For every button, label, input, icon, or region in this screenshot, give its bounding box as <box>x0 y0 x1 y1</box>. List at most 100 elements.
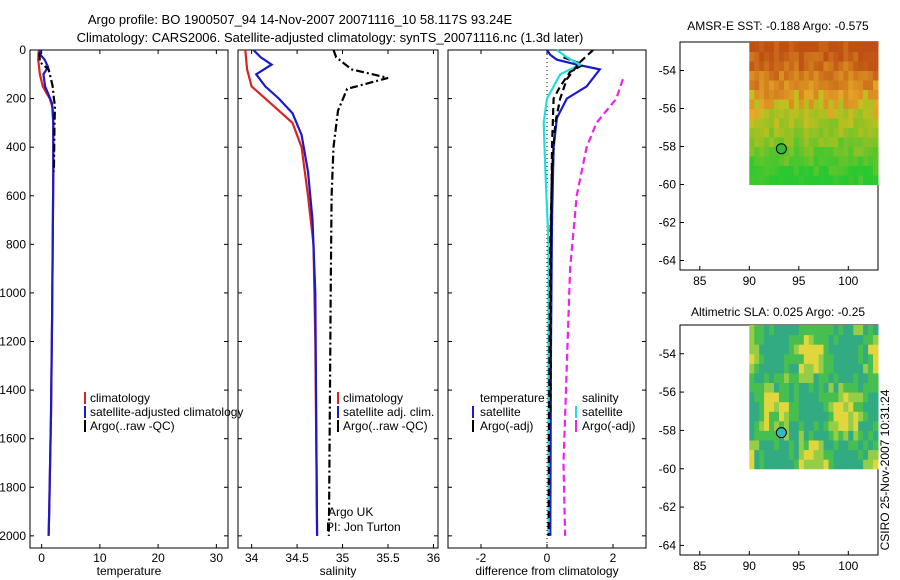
sla_map-cell <box>759 411 765 422</box>
sst_map-cell <box>764 42 770 52</box>
sla_map-cell <box>788 392 795 403</box>
temperature-series-satellite-adjusted-climatology <box>38 49 55 536</box>
sst_map-cell <box>853 42 859 52</box>
sst_map-cell <box>873 156 879 166</box>
sst_map-cell <box>833 42 839 52</box>
sst_map-cell <box>769 137 775 147</box>
sst_map-ytick-label: -62 <box>659 216 677 230</box>
sla_map-cell <box>848 449 854 460</box>
sst_map-cell <box>868 108 874 119</box>
sst_map-cell <box>784 156 790 166</box>
sst_map-cell <box>788 70 795 81</box>
sla_map-cell <box>868 344 874 355</box>
sst_map-argo-marker <box>775 143 787 155</box>
sla_map-cell <box>808 382 815 393</box>
sst_map-cell <box>828 99 834 109</box>
sla_map-cell <box>779 372 785 383</box>
sst_map-cell <box>759 137 765 147</box>
sla_map-cell <box>764 344 770 355</box>
sst_map-cell <box>749 42 755 52</box>
sst_map-cell <box>764 156 770 166</box>
sst_map-cell <box>843 51 849 62</box>
sst_map-cell <box>774 118 780 128</box>
sla_map-cell <box>793 420 800 431</box>
sst_map-cell <box>838 42 844 52</box>
sst_map-cell <box>818 70 824 81</box>
difference-series-salinity-argo-adj- <box>547 49 594 536</box>
temperature-ytick-label: 1600 <box>0 432 26 446</box>
sla_map-cell <box>803 382 810 393</box>
sla_map-cell <box>749 325 755 336</box>
sla_map-cell <box>798 420 805 431</box>
sla_map-cell <box>813 363 820 374</box>
sla_map-cell <box>833 344 839 355</box>
sla_map-cell <box>873 344 879 355</box>
sla_map-cell <box>788 459 795 470</box>
sst_map-ytick-label: -60 <box>659 178 677 192</box>
sst_map-cell <box>843 165 849 176</box>
sla_map-cell <box>853 344 859 355</box>
sst_map-cell <box>843 108 849 119</box>
sla_map-cell <box>823 344 829 355</box>
sst_map-cell <box>873 61 879 71</box>
sst_map-cell <box>848 51 854 62</box>
sla_map-ytick-label: -62 <box>659 500 677 514</box>
sla_map-cell <box>868 363 874 374</box>
sla_map-cell <box>784 430 790 441</box>
side-timestamp: CSIRO 25-Nov-2007 10:31:24 <box>878 389 892 550</box>
sst_map-cell <box>838 175 844 185</box>
sst_map-cell <box>838 80 844 90</box>
sst_map-cell <box>813 127 820 138</box>
temperature-ytick-label: 1000 <box>0 286 26 300</box>
sst_map-cell <box>838 99 844 109</box>
sst_map-xtick-label: 95 <box>792 274 806 288</box>
sst_map-cell <box>793 137 800 147</box>
sla_map-cell <box>853 420 859 431</box>
sst_map-cell <box>764 165 770 176</box>
sst_map-cell <box>828 127 834 138</box>
sla_map-cell <box>843 411 849 422</box>
sst_map-cell <box>848 165 854 176</box>
sla_map-cell <box>779 440 785 451</box>
sla_map-cell <box>848 401 854 412</box>
sst_map-cell <box>749 137 755 147</box>
sst_map-cell <box>873 80 879 90</box>
sst_map-cell <box>833 61 839 71</box>
sla_map-cell <box>853 334 859 345</box>
sla_map-cell <box>868 325 874 336</box>
sst_map-cell <box>774 89 780 100</box>
sla_map-cell <box>823 459 829 470</box>
sst_map-cell <box>868 61 874 71</box>
sla_map-cell <box>754 372 760 383</box>
sla_map-cell <box>803 363 810 374</box>
sla_map-cell <box>793 372 800 383</box>
sla_map-cell <box>868 382 874 393</box>
sst_map-cell <box>769 118 775 128</box>
sst_map-cell <box>868 118 874 128</box>
sla_map-cell <box>759 344 765 355</box>
sst_map-cell <box>749 118 755 128</box>
sst_map-cell <box>873 42 879 52</box>
sst_map-cell <box>853 175 859 185</box>
sla_map-cell <box>808 353 815 364</box>
sla_map-cell <box>779 449 785 460</box>
sst_map-cell <box>803 70 810 81</box>
sla_map-cell <box>764 353 770 364</box>
salinity-xtick-label: 35.5 <box>376 551 400 565</box>
sst_map-cell <box>843 80 849 90</box>
difference-series-temperature-satellite <box>546 49 602 536</box>
sst_map-cell <box>754 165 760 176</box>
sla_map-cell <box>838 382 844 393</box>
sst_map-cell <box>774 156 780 166</box>
sla_map-cell <box>873 325 879 336</box>
sst_map-cell <box>764 51 770 62</box>
sla_map-cell <box>843 363 849 374</box>
temperature-ytick-label: 600 <box>6 189 26 203</box>
sst_map-cell <box>858 108 864 119</box>
sla_map-cell <box>853 430 859 441</box>
sla_map-cell <box>779 353 785 364</box>
sla_map-cell <box>848 420 854 431</box>
sla_map-cell <box>774 325 780 336</box>
sst_map-cell <box>813 51 820 62</box>
sst_map-cell <box>833 99 839 109</box>
